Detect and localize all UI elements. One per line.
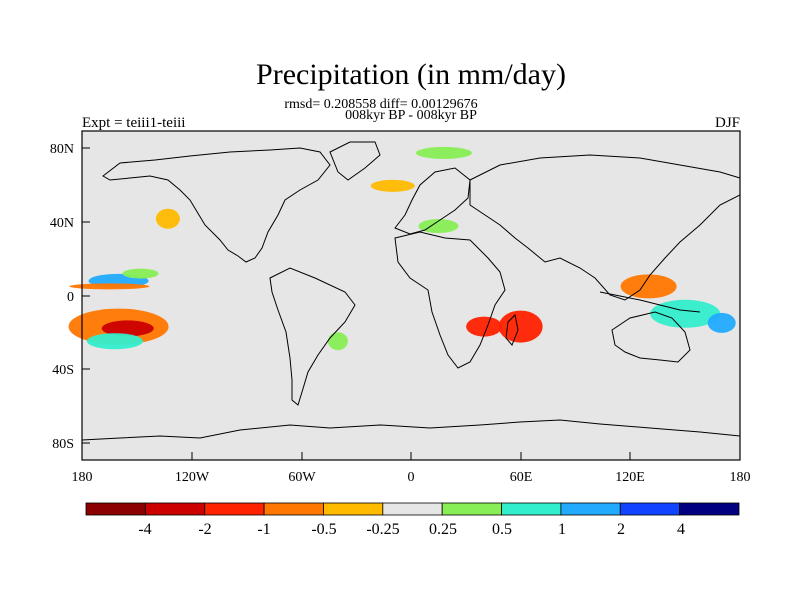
anomaly-pacific-north-positive <box>122 268 159 279</box>
figure-title: Precipitation (in mm/day) <box>256 58 566 91</box>
coastline-north-america <box>102 147 331 263</box>
colorbar-box-1 <box>85 502 146 516</box>
colorbar-label-9: 2 <box>617 521 625 538</box>
map-panel <box>68 130 741 461</box>
colorbar-label-1: -4 <box>138 521 151 538</box>
colorbar-boxes <box>85 502 740 516</box>
anomaly-mediterranean-positive <box>418 219 459 234</box>
longitude-axis: 180 120W 60W 0 60E 120E 180 <box>72 452 751 485</box>
anomaly-arctic-positive <box>415 146 472 159</box>
colorbar-box-11 <box>679 502 740 516</box>
colorbar-box-4 <box>263 502 324 516</box>
colorbar-box-5 <box>323 502 384 516</box>
lon-label-60e: 60E <box>510 470 533 485</box>
lat-label-0: 0 <box>67 290 74 305</box>
lat-label-40n: 40N <box>50 216 74 231</box>
lon-label-0: 0 <box>408 470 415 485</box>
lat-label-40s: 40S <box>52 363 74 378</box>
lat-label-80s: 80S <box>52 437 74 452</box>
lon-label-120w: 120W <box>175 470 210 485</box>
anomaly-layer <box>68 146 736 351</box>
lon-label-60w: 60W <box>288 470 316 485</box>
coastline-south-america <box>269 267 356 406</box>
anomaly-central-pacific-north-negative <box>69 283 150 290</box>
colorbar-labels: -4 -2 -1 -0.5 -0.25 0.25 0.5 1 2 4 <box>138 521 685 538</box>
colorbar-label-4: -0.5 <box>311 521 336 538</box>
lon-label-180e: 180 <box>730 470 751 485</box>
latitude-axis: 80N 40N 0 40S 80S <box>50 142 90 452</box>
colorbar-label-2: -2 <box>198 521 211 538</box>
season-label: DJF <box>715 115 740 131</box>
lon-label-120e: 120E <box>615 470 645 485</box>
colorbar-box-6 <box>382 502 443 516</box>
anomaly-south-atlantic-positive <box>327 332 348 351</box>
stats-text: rmsd= 0.208558 diff= 0.00129676 <box>284 97 477 112</box>
colorbar-box-8 <box>501 502 562 516</box>
colorbar-box-7 <box>441 502 502 516</box>
anomaly-north-atlantic-negative <box>370 179 415 192</box>
colorbar-label-7: 0.5 <box>492 521 512 538</box>
colorbar-box-10 <box>619 502 681 516</box>
colorbar-label-5: -0.25 <box>366 521 399 538</box>
colorbar-box-2 <box>144 502 206 516</box>
coastline-asia <box>469 154 741 301</box>
colorbar: -4 -2 -1 -0.5 -0.25 0.25 0.5 1 2 4 <box>85 502 740 538</box>
colorbar-box-3 <box>204 502 265 516</box>
colorbar-box-9 <box>560 502 621 516</box>
colorbar-label-6: 0.25 <box>429 521 457 538</box>
periods-text: 008kyr BP - 008kyr BP <box>345 108 477 123</box>
colorbar-label-10: 4 <box>677 521 685 538</box>
coastline-africa <box>394 231 506 369</box>
experiment-label: Expt = teiii1-teiii <box>82 115 185 131</box>
coastlines <box>81 141 741 441</box>
anomaly-gulf-of-alaska-negative <box>155 208 180 229</box>
lat-label-80n: 80N <box>50 142 74 157</box>
coastline-antarctica <box>81 419 741 441</box>
colorbar-label-3: -1 <box>257 521 270 538</box>
coastline-madagascar <box>505 313 519 346</box>
coastline-australia <box>611 311 691 363</box>
colorbar-label-8: 1 <box>558 521 566 538</box>
coastline-greenland <box>329 141 381 181</box>
anomaly-central-pacific-south-core <box>101 320 154 337</box>
anomaly-east-africa-negative <box>466 316 503 337</box>
anomaly-southern-pacific-positive <box>707 312 736 333</box>
anomaly-central-pacific-south-positive <box>86 333 143 350</box>
lon-label-180w: 180 <box>72 470 93 485</box>
anomaly-madagascar-negative <box>498 310 543 343</box>
anomaly-western-pacific-negative <box>620 274 677 299</box>
coastline-maritime-continent <box>599 291 701 313</box>
